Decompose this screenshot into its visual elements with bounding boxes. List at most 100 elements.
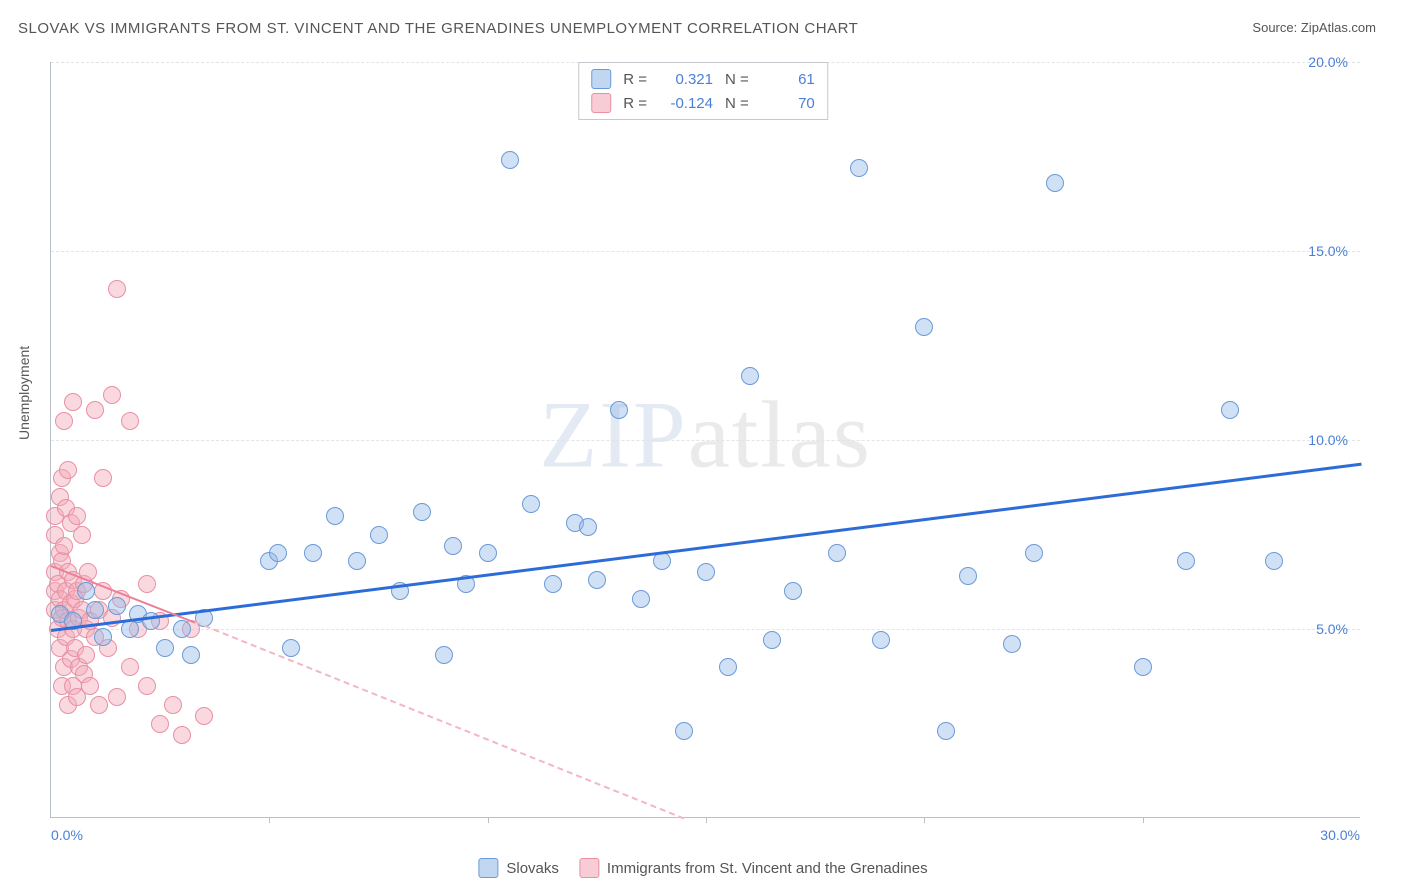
scatter-point xyxy=(304,544,322,562)
scatter-point xyxy=(937,722,955,740)
scatter-point xyxy=(1025,544,1043,562)
x-tick xyxy=(269,817,270,823)
scatter-point xyxy=(90,696,108,714)
x-tick-label-min: 0.0% xyxy=(51,827,83,843)
scatter-point xyxy=(522,495,540,513)
scatter-point xyxy=(77,582,95,600)
scatter-point xyxy=(282,639,300,657)
swatch-pink-icon xyxy=(591,93,611,113)
scatter-point xyxy=(675,722,693,740)
gridline-h xyxy=(51,629,1360,630)
r-label: R = xyxy=(623,71,647,88)
scatter-point xyxy=(156,639,174,657)
scatter-point xyxy=(719,658,737,676)
scatter-point xyxy=(588,571,606,589)
scatter-point xyxy=(164,696,182,714)
scatter-point xyxy=(610,401,628,419)
legend-stats-row-blue: R = 0.321 N = 61 xyxy=(587,67,819,91)
scatter-point xyxy=(915,318,933,336)
source-attribution: Source: ZipAtlas.com xyxy=(1252,20,1376,35)
gridline-h xyxy=(51,251,1360,252)
legend-label-blue: Slovaks xyxy=(506,860,559,877)
scatter-point xyxy=(1265,552,1283,570)
y-tick-label: 15.0% xyxy=(1308,243,1348,259)
scatter-point xyxy=(1003,635,1021,653)
x-tick xyxy=(1143,817,1144,823)
scatter-point xyxy=(444,537,462,555)
scatter-point xyxy=(1134,658,1152,676)
swatch-pink-icon xyxy=(579,858,599,878)
source-label: Source: xyxy=(1252,20,1297,35)
scatter-point xyxy=(1221,401,1239,419)
legend-stats-row-pink: R = -0.124 N = 70 xyxy=(587,91,819,115)
x-tick xyxy=(488,817,489,823)
scatter-point xyxy=(108,280,126,298)
scatter-point xyxy=(741,367,759,385)
legend-label-pink: Immigrants from St. Vincent and the Gren… xyxy=(607,860,928,877)
scatter-point xyxy=(348,552,366,570)
scatter-point xyxy=(370,526,388,544)
y-tick-label: 10.0% xyxy=(1308,432,1348,448)
scatter-point xyxy=(269,544,287,562)
scatter-point xyxy=(435,646,453,664)
y-tick-label: 5.0% xyxy=(1316,621,1348,637)
scatter-point xyxy=(138,677,156,695)
scatter-point xyxy=(763,631,781,649)
scatter-point xyxy=(151,715,169,733)
y-axis-label: Unemployment xyxy=(16,346,32,440)
x-tick xyxy=(924,817,925,823)
scatter-point xyxy=(182,646,200,664)
correlation-chart: SLOVAK VS IMMIGRANTS FROM ST. VINCENT AN… xyxy=(0,0,1406,892)
r-value-pink: -0.124 xyxy=(659,95,713,112)
scatter-point xyxy=(121,658,139,676)
scatter-point xyxy=(1177,552,1195,570)
scatter-point xyxy=(413,503,431,521)
swatch-blue-icon xyxy=(478,858,498,878)
r-label: R = xyxy=(623,95,647,112)
scatter-point xyxy=(94,628,112,646)
scatter-point xyxy=(94,469,112,487)
n-label: N = xyxy=(725,95,749,112)
watermark-atlas: atlas xyxy=(688,381,872,487)
scatter-point xyxy=(872,631,890,649)
scatter-point xyxy=(73,526,91,544)
scatter-point xyxy=(959,567,977,585)
scatter-point xyxy=(479,544,497,562)
scatter-point xyxy=(501,151,519,169)
scatter-point xyxy=(138,575,156,593)
chart-title: SLOVAK VS IMMIGRANTS FROM ST. VINCENT AN… xyxy=(18,20,858,37)
scatter-point xyxy=(784,582,802,600)
r-value-blue: 0.321 xyxy=(659,71,713,88)
scatter-point xyxy=(850,159,868,177)
scatter-point xyxy=(77,646,95,664)
scatter-point xyxy=(697,563,715,581)
scatter-point xyxy=(103,386,121,404)
x-tick-label-max: 30.0% xyxy=(1320,827,1360,843)
legend-bottom: Slovaks Immigrants from St. Vincent and … xyxy=(478,858,927,878)
scatter-point xyxy=(195,707,213,725)
n-value-pink: 70 xyxy=(761,95,815,112)
n-value-blue: 61 xyxy=(761,71,815,88)
watermark-zip: ZIP xyxy=(539,381,688,487)
source-value: ZipAtlas.com xyxy=(1301,20,1376,35)
gridline-h xyxy=(51,440,1360,441)
scatter-point xyxy=(55,537,73,555)
legend-item-blue: Slovaks xyxy=(478,858,559,878)
y-tick-label: 20.0% xyxy=(1308,54,1348,70)
trend-line xyxy=(51,463,1361,632)
legend-stats-box: R = 0.321 N = 61 R = -0.124 N = 70 xyxy=(578,62,828,120)
swatch-blue-icon xyxy=(591,69,611,89)
scatter-point xyxy=(632,590,650,608)
scatter-point xyxy=(55,412,73,430)
x-tick xyxy=(706,817,707,823)
scatter-point xyxy=(59,461,77,479)
scatter-point xyxy=(828,544,846,562)
scatter-point xyxy=(1046,174,1064,192)
scatter-point xyxy=(579,518,597,536)
scatter-point xyxy=(68,507,86,525)
scatter-point xyxy=(86,601,104,619)
n-label: N = xyxy=(725,71,749,88)
scatter-point xyxy=(86,401,104,419)
scatter-point xyxy=(173,620,191,638)
scatter-point xyxy=(108,597,126,615)
